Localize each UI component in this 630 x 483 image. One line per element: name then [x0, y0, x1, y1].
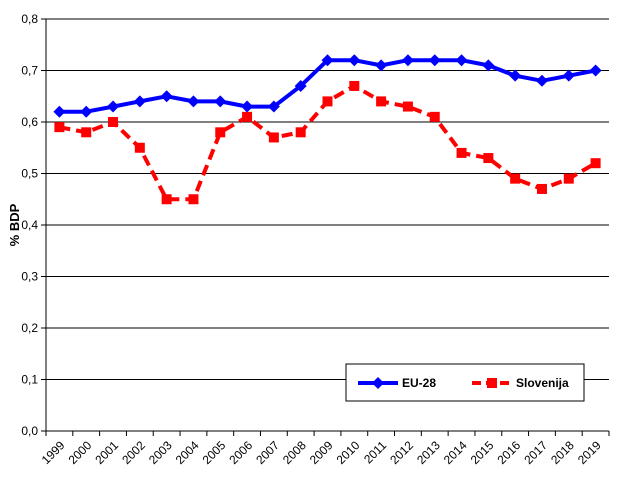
- x-tick-label: 2007: [253, 438, 282, 467]
- data-point: [456, 147, 467, 158]
- data-point: [161, 194, 172, 205]
- y-tick-label: 0,2: [21, 321, 38, 335]
- data-point: [242, 111, 253, 122]
- data-point: [348, 54, 361, 67]
- data-point: [268, 132, 279, 143]
- data-point: [215, 127, 226, 138]
- data-point: [108, 117, 119, 127]
- x-tick-label: 2005: [200, 438, 229, 467]
- x-tick-label: 2000: [66, 438, 95, 467]
- x-tick-label: 2006: [226, 438, 255, 467]
- data-point: [322, 96, 333, 107]
- series-eu-28: [53, 54, 602, 118]
- x-tick-label: 2012: [387, 438, 416, 467]
- data-point: [562, 69, 575, 82]
- data-point: [81, 127, 92, 138]
- data-point: [402, 101, 413, 112]
- y-tick-label: 0,7: [21, 64, 38, 78]
- y-tick-label: 0,6: [21, 115, 38, 129]
- x-tick-label: 2003: [146, 438, 175, 467]
- data-point: [321, 54, 334, 67]
- data-point: [536, 183, 547, 194]
- data-point: [295, 127, 306, 138]
- data-point: [509, 69, 522, 82]
- y-tick-label: 0,5: [21, 167, 38, 181]
- x-tick-label: 2010: [334, 438, 363, 467]
- y-tick-label: 0,0: [21, 424, 38, 438]
- x-tick-label: 2013: [414, 438, 443, 467]
- x-tick-label: 2017: [521, 438, 550, 467]
- legend-marker: [372, 377, 384, 389]
- legend-label: Slovenija: [516, 376, 569, 390]
- data-point: [134, 142, 145, 153]
- x-tick-label: 2009: [307, 438, 336, 467]
- data-point: [133, 95, 146, 108]
- data-point: [107, 100, 120, 113]
- x-tick-label: 2016: [495, 438, 524, 467]
- x-tick-label: 2019: [575, 438, 604, 467]
- data-point: [80, 105, 93, 118]
- data-point: [482, 59, 495, 72]
- y-tick-label: 0,3: [21, 270, 38, 284]
- data-point: [375, 59, 388, 72]
- x-tick-label: 1999: [39, 438, 68, 467]
- legend-marker: [487, 378, 497, 388]
- x-tick-label: 2001: [92, 438, 121, 467]
- series-slovenija: [54, 80, 601, 205]
- data-point: [160, 90, 173, 103]
- data-point: [483, 153, 494, 164]
- data-point: [241, 100, 254, 113]
- data-point: [428, 54, 441, 67]
- data-point: [510, 173, 521, 184]
- series-lines: [53, 54, 602, 205]
- data-point: [187, 95, 200, 108]
- data-point: [590, 158, 601, 169]
- y-axis-label: % BDP: [7, 203, 22, 246]
- x-tick-label: 2014: [441, 438, 470, 467]
- legend-item: EU-28: [358, 376, 436, 390]
- data-point: [294, 79, 307, 92]
- data-point: [214, 95, 227, 108]
- x-tick-label: 2008: [280, 438, 309, 467]
- legend-item: Slovenija: [472, 376, 569, 390]
- y-tick-label: 0,4: [21, 218, 38, 232]
- legend-label: EU-28: [402, 376, 436, 390]
- y-tick-label: 0,8: [21, 12, 38, 26]
- x-tick-label: 2002: [119, 438, 148, 467]
- data-point: [589, 64, 602, 77]
- data-point: [267, 100, 280, 113]
- legend: EU-28 Slovenija: [345, 363, 585, 402]
- x-tick-label: 2015: [468, 438, 497, 467]
- x-tick-label: 2004: [173, 438, 202, 467]
- data-point: [53, 105, 66, 118]
- x-tick-label: 2018: [548, 438, 577, 467]
- x-tick-label: 2011: [361, 438, 389, 466]
- data-point: [429, 111, 440, 122]
- data-point: [54, 122, 65, 133]
- data-point: [401, 54, 414, 67]
- data-point: [188, 194, 199, 205]
- data-point: [563, 173, 574, 184]
- data-point: [455, 54, 468, 67]
- data-point: [376, 96, 387, 107]
- data-point: [535, 74, 548, 87]
- y-tick-label: 0,1: [21, 373, 38, 387]
- data-point: [349, 80, 360, 91]
- gridlines: [46, 18, 609, 432]
